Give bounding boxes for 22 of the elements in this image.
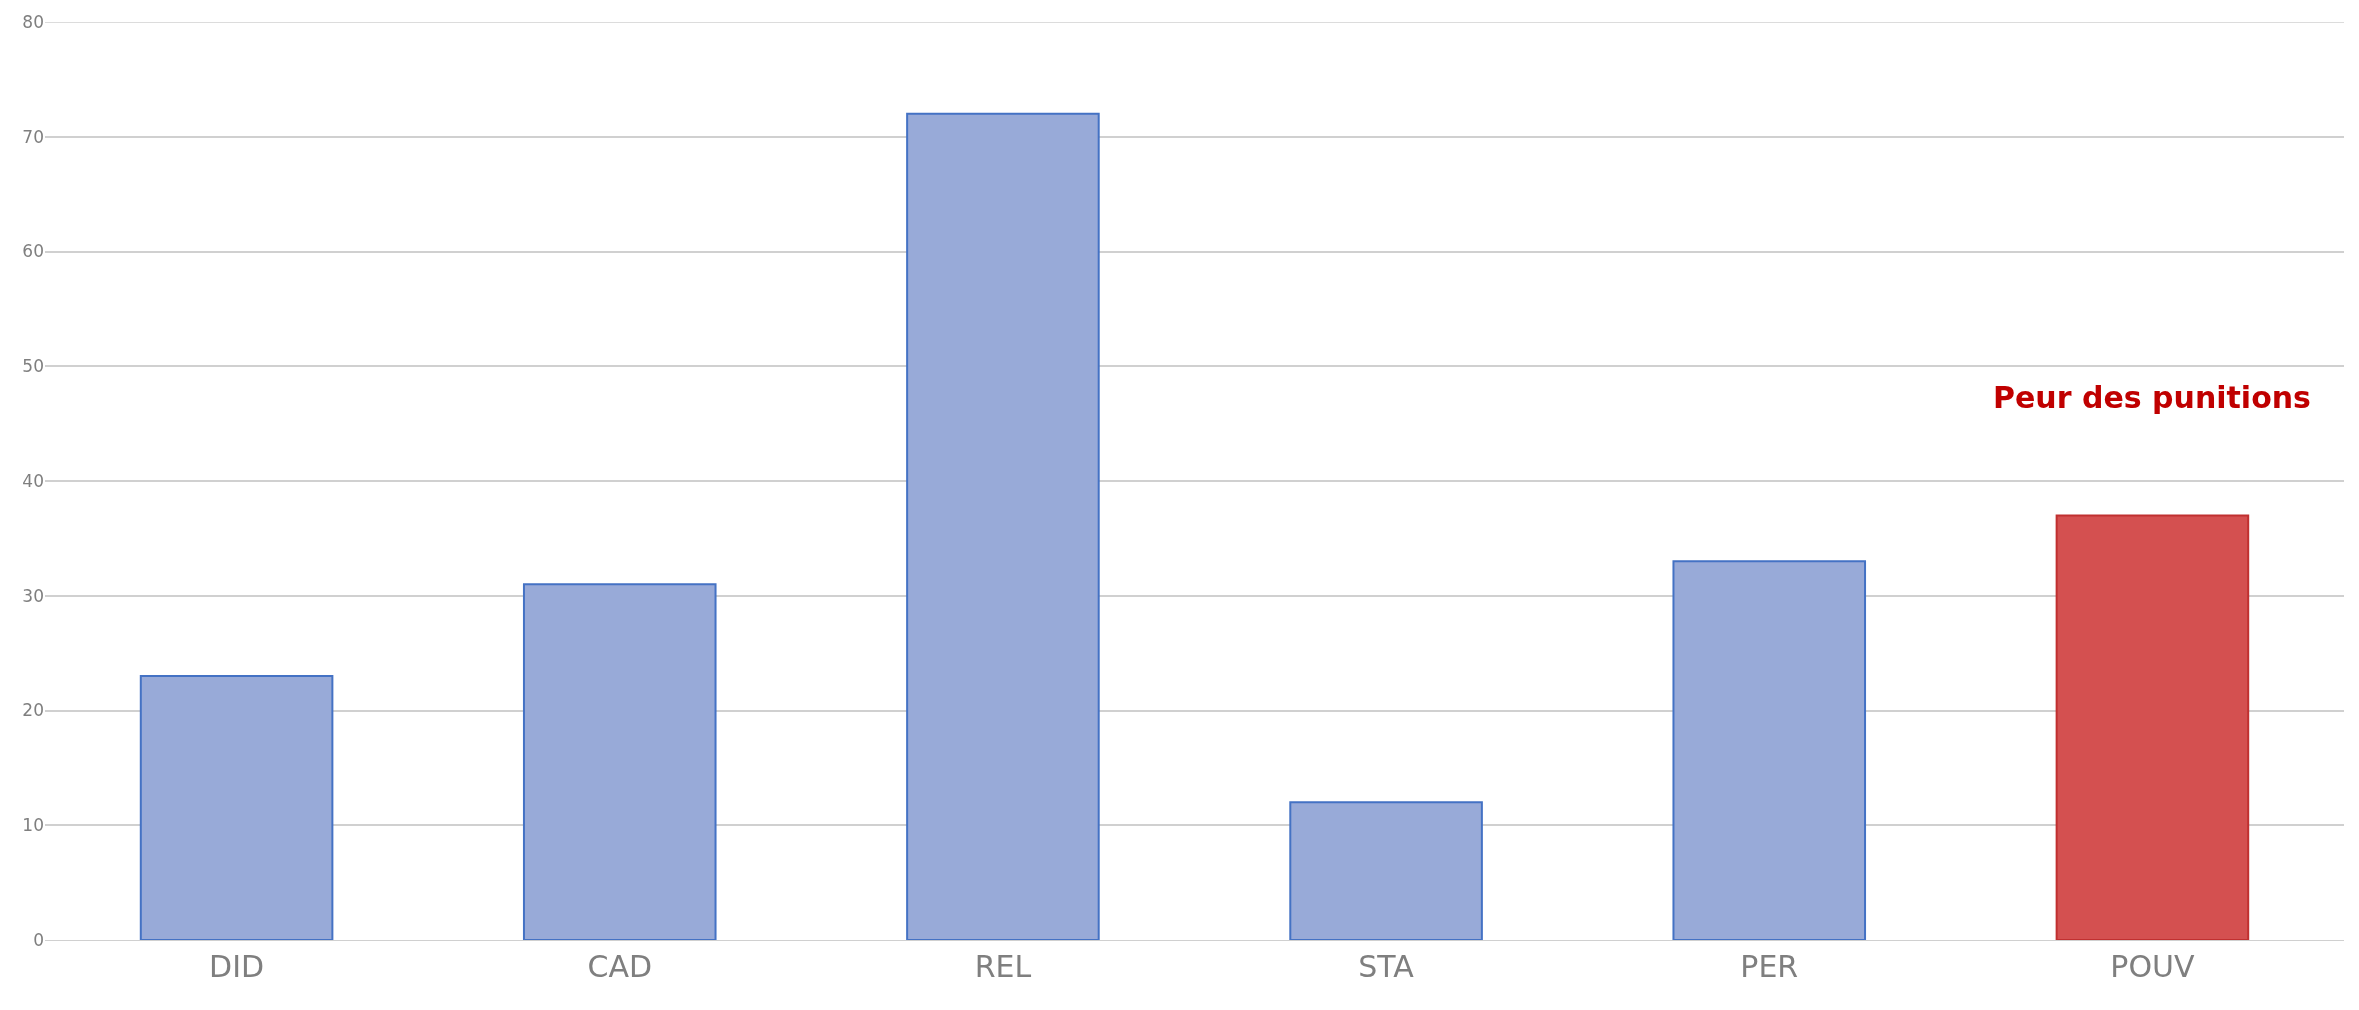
y-tick-label: 50: [22, 356, 44, 377]
bar: [1672, 560, 1867, 940]
bar: [522, 583, 717, 940]
bar: [139, 675, 334, 940]
x-tick-label: POUV: [2110, 949, 2195, 984]
y-tick-label: 60: [22, 241, 44, 262]
x-tick-label: PER: [1740, 949, 1799, 984]
x-tick-label: STA: [1358, 949, 1415, 984]
y-tick-label: 40: [22, 470, 44, 491]
y-tick-label: 30: [22, 585, 44, 606]
bar: [1289, 801, 1483, 940]
x-tick-label: REL: [974, 949, 1032, 984]
x-tick-label: DID: [209, 949, 265, 984]
y-tick-label: 10: [22, 815, 44, 836]
annotation: Peur des punitions: [1993, 380, 2311, 415]
bar: [906, 112, 1100, 940]
x-tick-label: CAD: [587, 949, 653, 984]
y-tick-label: 70: [22, 126, 44, 147]
y-tick-label: 0: [33, 929, 44, 950]
y-tick-label: 80: [22, 11, 44, 32]
bar: [2055, 514, 2250, 940]
y-tick-label: 20: [22, 700, 44, 721]
